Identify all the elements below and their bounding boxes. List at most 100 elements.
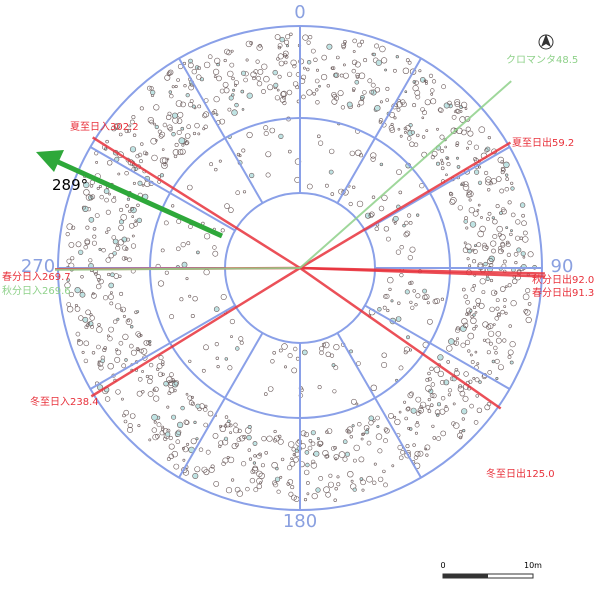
- stone: [151, 413, 158, 421]
- stone: [124, 358, 128, 362]
- stone: [467, 190, 474, 198]
- stone: [112, 251, 117, 256]
- stone: [234, 102, 239, 108]
- stone: [336, 482, 341, 487]
- stone: [404, 451, 412, 459]
- stone: [472, 376, 476, 380]
- stone: [105, 230, 109, 234]
- stone: [261, 63, 268, 70]
- stone: [220, 293, 227, 300]
- stone: [368, 415, 375, 422]
- stone: [234, 486, 241, 493]
- stone: [92, 227, 97, 231]
- stone: [68, 291, 74, 298]
- stone: [302, 66, 306, 70]
- stone: [104, 396, 111, 402]
- stone: [327, 481, 334, 488]
- stone: [525, 288, 531, 294]
- stone: [271, 462, 278, 469]
- stone: [500, 309, 505, 315]
- stone: [203, 269, 210, 276]
- stone: [489, 306, 495, 313]
- stone: [197, 104, 202, 109]
- stone: [325, 491, 331, 498]
- stone: [413, 142, 419, 147]
- stone: [279, 36, 285, 43]
- stone: [310, 459, 316, 465]
- stone: [319, 346, 325, 352]
- stone: [270, 359, 275, 364]
- stone: [223, 58, 227, 63]
- stone: [256, 477, 263, 485]
- stone: [106, 160, 113, 166]
- stone: [361, 432, 365, 437]
- stone: [332, 389, 337, 394]
- stone: [85, 225, 90, 230]
- stone: [453, 128, 458, 133]
- stone: [187, 62, 194, 69]
- stone: [301, 349, 308, 356]
- stone: [488, 341, 493, 346]
- stone: [249, 41, 253, 45]
- stone: [127, 319, 131, 323]
- stone: [116, 317, 120, 321]
- stone: [515, 219, 521, 225]
- stone: [256, 470, 263, 478]
- stone: [184, 420, 190, 425]
- stone: [282, 95, 286, 100]
- stone: [118, 132, 123, 137]
- stone: [381, 57, 388, 64]
- stone: [404, 230, 411, 237]
- stone: [117, 172, 121, 176]
- stone: [166, 71, 172, 77]
- stone: [174, 142, 179, 147]
- south-label: 180: [283, 511, 317, 532]
- azimuth-label: 夏至日入302.2: [70, 121, 139, 133]
- stone: [384, 293, 390, 299]
- stone: [455, 327, 461, 333]
- stone: [95, 283, 102, 290]
- stone: [91, 351, 96, 355]
- stone: [506, 252, 512, 257]
- stone: [382, 469, 386, 474]
- stone: [108, 253, 114, 259]
- stone: [135, 154, 140, 159]
- stone: [409, 141, 415, 147]
- stone: [467, 248, 472, 254]
- stone: [409, 246, 416, 253]
- stone: [407, 60, 412, 65]
- stone: [407, 136, 412, 141]
- stone: [375, 59, 382, 66]
- stone: [246, 434, 252, 441]
- stone: [330, 192, 335, 196]
- stone: [88, 258, 93, 263]
- stone: [278, 348, 283, 353]
- stone: [449, 199, 456, 206]
- stone: [290, 494, 297, 501]
- stone: [139, 106, 144, 111]
- stone: [482, 244, 489, 251]
- stone: [323, 486, 330, 494]
- stone: [333, 454, 340, 460]
- stone: [311, 493, 318, 500]
- azimuth-label: 秋分日入269.6: [2, 284, 71, 297]
- stone: [105, 257, 111, 263]
- stone: [502, 338, 507, 343]
- stone: [91, 240, 97, 246]
- stone: [431, 393, 437, 399]
- azimuth-line: [54, 267, 301, 271]
- stone: [114, 356, 121, 363]
- stone: [147, 378, 153, 385]
- stone: [480, 216, 483, 219]
- stone: [224, 48, 230, 55]
- stone: [214, 167, 218, 172]
- stone: [391, 464, 395, 468]
- stone: [323, 341, 330, 349]
- stone: [212, 245, 217, 250]
- stone: [352, 89, 355, 92]
- stone: [407, 255, 413, 261]
- stone: [171, 414, 177, 420]
- stone: [343, 42, 347, 45]
- stone: [166, 457, 171, 461]
- stone: [256, 453, 262, 459]
